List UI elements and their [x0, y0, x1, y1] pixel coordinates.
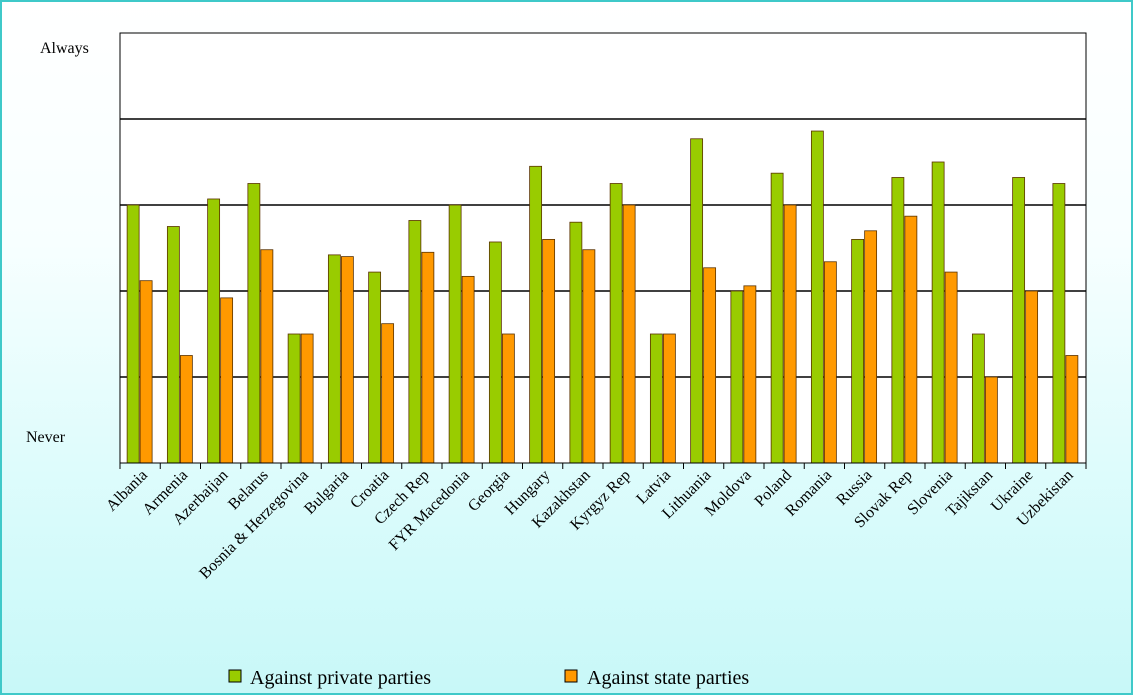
axes: [119, 33, 1087, 469]
bar-private-17: [810, 130, 824, 464]
gridlines: [120, 118, 1086, 378]
legend-swatch-state: [564, 669, 578, 683]
y-tick-label-always: Always: [40, 40, 89, 57]
bar-state-23: [1065, 355, 1079, 464]
bar-private-5: [327, 254, 341, 464]
bar-state-19: [904, 215, 918, 464]
bar-private-1: [166, 226, 180, 464]
bar-state-0: [139, 280, 153, 464]
bar-private-4: [287, 333, 301, 464]
bar-state-8: [461, 275, 475, 464]
bar-state-6: [381, 323, 395, 464]
legend-label-private: Against private parties: [250, 667, 431, 689]
bar-private-22: [1012, 177, 1026, 464]
bar-state-12: [622, 204, 636, 464]
legend: Against private parties Against state pa…: [228, 667, 749, 689]
bar-state-10: [542, 238, 556, 464]
plot-area: [119, 32, 1087, 464]
bar-state-2: [220, 297, 234, 464]
bar-private-8: [448, 204, 462, 464]
bar-state-22: [1025, 290, 1039, 464]
bar-state-17: [823, 261, 837, 464]
bar-private-20: [931, 161, 945, 464]
bar-state-5: [340, 256, 354, 464]
bar-state-21: [984, 376, 998, 464]
bar-private-2: [207, 198, 221, 464]
bar-state-20: [944, 271, 958, 464]
bar-state-7: [421, 251, 435, 464]
bars: [126, 130, 1079, 464]
bar-private-0: [126, 204, 140, 464]
bar-state-4: [300, 333, 314, 464]
bar-private-7: [408, 220, 422, 464]
bar-private-11: [569, 221, 583, 464]
bar-private-19: [891, 177, 905, 464]
y-tick-label-never: Never: [26, 429, 66, 446]
bar-state-18: [864, 230, 878, 464]
bar-private-16: [770, 172, 784, 464]
bar-private-3: [247, 183, 261, 464]
bar-state-15: [743, 285, 757, 464]
bar-private-23: [1052, 183, 1066, 464]
legend-swatch-private: [228, 669, 242, 683]
bar-state-13: [662, 333, 676, 464]
bar-private-18: [851, 238, 865, 464]
bar-state-16: [783, 204, 797, 464]
bar-private-6: [368, 271, 382, 464]
bar-state-1: [179, 355, 193, 464]
bar-private-13: [649, 333, 663, 464]
bar-private-21: [971, 333, 985, 464]
bar-state-9: [501, 333, 515, 464]
bar-state-3: [260, 249, 274, 464]
bar-private-15: [730, 290, 744, 464]
bar-private-12: [609, 183, 623, 464]
legend-label-state: Against state parties: [587, 667, 749, 689]
bar-state-14: [703, 267, 717, 464]
bar-private-10: [529, 165, 543, 464]
bar-state-11: [582, 249, 596, 464]
bar-private-9: [488, 241, 502, 464]
x-tick-label: Bulgaria: [301, 467, 352, 518]
bar-private-14: [690, 138, 704, 464]
